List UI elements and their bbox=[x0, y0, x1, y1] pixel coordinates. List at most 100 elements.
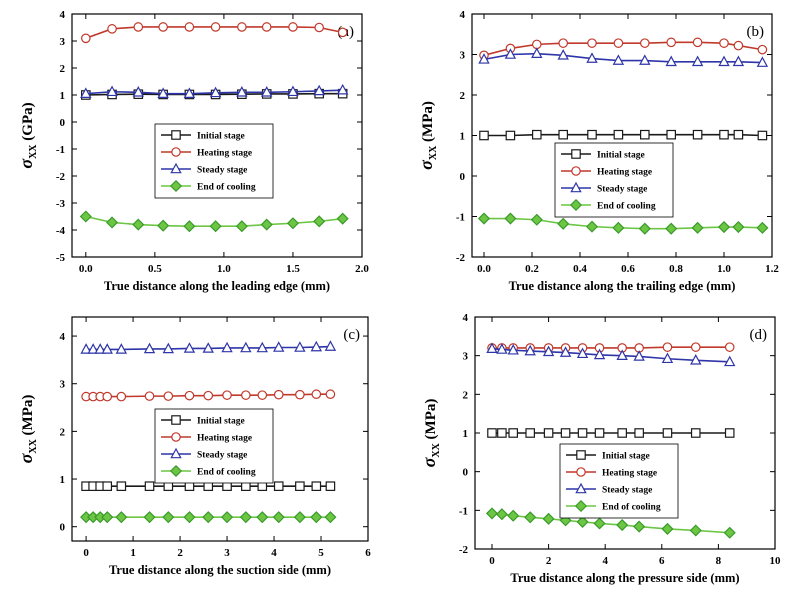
data-point-heating bbox=[158, 22, 168, 32]
data-point-initial bbox=[577, 428, 588, 438]
data-point-cooling bbox=[105, 216, 119, 229]
y-tick-label: -2 bbox=[459, 544, 469, 556]
data-point-heating bbox=[273, 389, 284, 400]
x-tick-label: 10 bbox=[770, 555, 782, 567]
data-point-steady bbox=[507, 343, 519, 355]
x-tick-label: 0 bbox=[83, 547, 89, 559]
y-tick-label: -1 bbox=[56, 144, 65, 156]
y-tick-label: 2 bbox=[60, 63, 66, 75]
legend-marker-steady bbox=[170, 162, 182, 174]
legend-label-heating: Heating stage bbox=[197, 149, 252, 159]
x-tick-label: 2.0 bbox=[355, 263, 369, 275]
legend-label-cooling: End of cooling bbox=[597, 202, 656, 212]
y-tick-label: -2 bbox=[56, 171, 66, 183]
data-point-initial bbox=[587, 129, 597, 140]
data-point-steady bbox=[557, 49, 569, 60]
data-point-steady bbox=[691, 55, 704, 67]
legend: Initial stage Heating stage Steady stage En… bbox=[154, 408, 274, 484]
data-point-initial bbox=[102, 481, 113, 491]
data-point-steady bbox=[690, 354, 702, 365]
legend-marker-heating bbox=[171, 147, 181, 157]
data-point-heating bbox=[144, 391, 155, 401]
data-point-steady bbox=[661, 352, 674, 364]
x-axis-label: True distance along the leading edge (mm… bbox=[104, 279, 330, 293]
data-point-heating bbox=[261, 22, 272, 32]
series-steady bbox=[478, 47, 769, 67]
chart-panel-4: 0 2 4 6 8 10 -2 -1 0 1 2 3 4 True distance along the … bbox=[419, 312, 781, 585]
data-point-initial bbox=[508, 428, 519, 438]
legend-marker-cooling bbox=[569, 198, 583, 212]
data-point-cooling bbox=[286, 217, 300, 230]
data-point-steady bbox=[724, 355, 736, 367]
x-tick-label: 1.0 bbox=[217, 263, 231, 275]
y-tick-label: 1 bbox=[60, 474, 66, 486]
x-tick-label: 6 bbox=[659, 555, 665, 567]
data-point-steady bbox=[273, 341, 285, 352]
data-point-cooling bbox=[616, 518, 629, 532]
data-point-initial bbox=[560, 428, 571, 438]
data-point-cooling bbox=[557, 217, 570, 230]
data-point-cooling bbox=[504, 212, 517, 225]
data-point-steady bbox=[240, 341, 252, 353]
data-point-steady bbox=[504, 48, 517, 59]
data-point-steady bbox=[542, 345, 555, 357]
data-point-steady bbox=[157, 87, 169, 98]
data-point-cooling bbox=[183, 220, 196, 233]
data-point-steady bbox=[310, 340, 323, 352]
legend-marker-steady bbox=[570, 181, 582, 193]
x-tick-label: 0.0 bbox=[477, 263, 491, 275]
legend-marker-steady bbox=[170, 447, 182, 459]
x-tick-label: 1.2 bbox=[765, 263, 779, 275]
legend: Initial stage Heating stage Steady stage En… bbox=[554, 142, 674, 218]
panel-label: (b) bbox=[747, 24, 765, 40]
data-point-heating bbox=[295, 389, 305, 400]
data-point-steady bbox=[732, 55, 745, 67]
legend-marker-steady bbox=[575, 482, 587, 494]
data-point-initial bbox=[543, 428, 554, 438]
data-point-steady bbox=[143, 342, 156, 354]
data-point-steady bbox=[106, 85, 118, 97]
data-point-initial bbox=[613, 129, 624, 140]
data-point-heating bbox=[237, 22, 247, 32]
data-point-cooling bbox=[162, 511, 175, 524]
series-cooling bbox=[477, 212, 769, 235]
data-point-steady bbox=[531, 47, 543, 58]
y-tick-label: 1 bbox=[463, 428, 469, 440]
data-point-heating bbox=[184, 22, 195, 32]
data-point-cooling bbox=[132, 218, 145, 231]
data-point-initial bbox=[662, 428, 673, 438]
data-point-steady bbox=[524, 344, 536, 356]
y-tick-label: 0 bbox=[60, 117, 66, 129]
data-point-cooling bbox=[293, 511, 306, 524]
data-point-initial bbox=[487, 428, 497, 438]
data-point-steady bbox=[559, 346, 572, 357]
data-point-heating bbox=[163, 391, 174, 401]
data-point-steady bbox=[486, 342, 498, 354]
series-steady bbox=[486, 342, 736, 367]
data-point-steady bbox=[101, 343, 113, 354]
data-point-steady bbox=[633, 350, 645, 361]
plot-frame bbox=[71, 13, 363, 258]
y-tick-label: 3 bbox=[60, 379, 66, 391]
data-point-cooling bbox=[638, 222, 651, 235]
x-axis-label: True distance along the pressure side (m… bbox=[510, 571, 739, 585]
legend-marker-initial bbox=[171, 130, 181, 140]
data-point-initial bbox=[634, 428, 644, 438]
data-point-initial bbox=[690, 428, 701, 438]
data-point-initial bbox=[666, 129, 676, 140]
legend-label-steady: Steady stage bbox=[197, 166, 247, 176]
x-tick-label: 8 bbox=[716, 555, 722, 567]
data-point-cooling bbox=[115, 511, 128, 524]
data-point-cooling bbox=[585, 220, 599, 233]
series-initial bbox=[81, 481, 336, 491]
y-tick-label: 2 bbox=[460, 90, 466, 102]
data-point-steady bbox=[665, 55, 677, 67]
y-tick-label: -2 bbox=[456, 252, 466, 264]
x-tick-label: 4 bbox=[602, 555, 608, 567]
data-point-steady bbox=[336, 83, 349, 95]
data-point-cooling bbox=[324, 511, 337, 524]
data-point-steady bbox=[115, 343, 128, 354]
x-tick-label: 2 bbox=[546, 555, 552, 567]
data-point-heating bbox=[325, 389, 336, 400]
series-line-steady bbox=[86, 345, 331, 351]
